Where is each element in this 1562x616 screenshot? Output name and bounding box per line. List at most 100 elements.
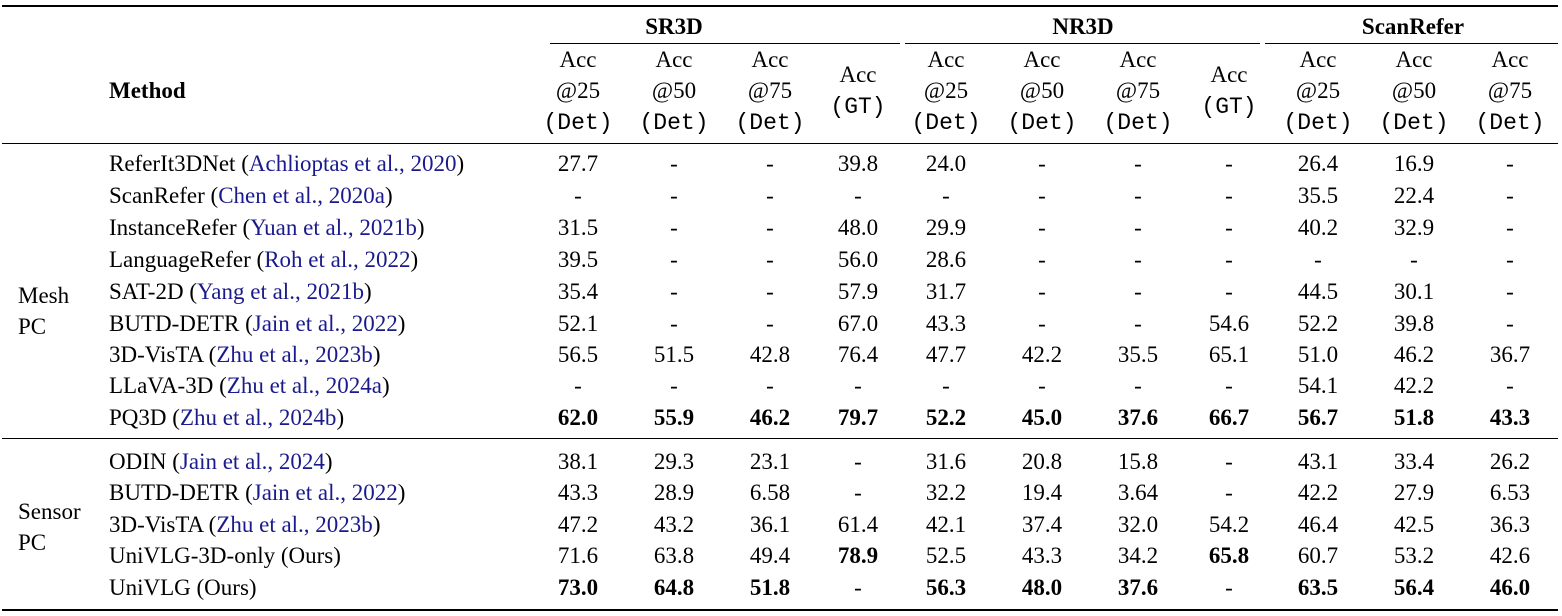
method-name: BUTD-DETR xyxy=(109,311,240,336)
method-cell: InstanceRefer (Yuan et al., 2021b) xyxy=(109,215,425,240)
column-header-line2: @25 xyxy=(923,78,969,103)
column-header-line1: Acc xyxy=(1395,47,1433,72)
method-name: PQ3D xyxy=(109,405,167,430)
column-header-line3: (Det) xyxy=(1007,110,1077,136)
value-cell: 29.3 xyxy=(653,449,695,474)
citation-link[interactable]: Zhu et al., 2023b xyxy=(216,342,373,367)
value-cell: 35.5 xyxy=(1117,342,1159,367)
method-cell: 3D-VisTA (Zhu et al., 2023b) xyxy=(109,342,381,367)
value-cell: 27.7 xyxy=(557,151,599,176)
value-cell: - xyxy=(574,183,582,208)
citation-link[interactable]: Chen et al., 2020a xyxy=(218,183,385,208)
method-cell: PQ3D (Zhu et al., 2024b) xyxy=(109,405,345,430)
value-cell: 26.2 xyxy=(1489,449,1531,474)
value-cell: 29.9 xyxy=(925,215,967,240)
method-name: UniVLG-3D-only (Ours) xyxy=(109,543,341,568)
value-cell: 3.64 xyxy=(1117,480,1159,505)
value-cell: 37.4 xyxy=(1021,512,1063,537)
method-name: UniVLG (Ours) xyxy=(109,575,257,600)
value-cell: 15.8 xyxy=(1117,449,1159,474)
citation-link[interactable]: Roh et al., 2022 xyxy=(264,247,411,272)
value-cell: 45.0 xyxy=(1021,405,1063,430)
method-name: SAT-2D xyxy=(109,279,184,304)
value-cell: - xyxy=(1134,215,1142,240)
method-cell: 3D-VisTA (Zhu et al., 2023b) xyxy=(109,512,381,537)
column-header-line2: @50 xyxy=(1391,78,1437,103)
value-cell: 63.8 xyxy=(653,543,695,568)
value-cell: 43.3 xyxy=(1489,405,1531,430)
value-cell: 43.1 xyxy=(1297,449,1339,474)
value-cell: - xyxy=(1410,247,1418,272)
value-cell: - xyxy=(854,183,862,208)
bottom-rule xyxy=(2,609,1558,611)
value-cell: 51.5 xyxy=(653,342,695,367)
method-cell: LanguageRefer (Roh et al., 2022) xyxy=(109,247,419,272)
citation-link[interactable]: Zhu et al., 2024b xyxy=(179,405,337,430)
section-label: Sensor PC xyxy=(18,496,81,558)
value-cell: - xyxy=(1038,215,1046,240)
value-cell: 57.9 xyxy=(837,279,879,304)
value-cell: 61.4 xyxy=(837,512,879,537)
value-cell: 42.2 xyxy=(1021,342,1063,367)
value-cell: 32.0 xyxy=(1117,512,1159,537)
method-name: InstanceRefer xyxy=(109,215,237,240)
value-cell: 56.4 xyxy=(1393,575,1435,600)
value-cell: 79.7 xyxy=(837,405,879,430)
value-cell: 60.7 xyxy=(1297,543,1339,568)
value-cell: 42.6 xyxy=(1489,543,1531,568)
value-cell: 51.8 xyxy=(1393,405,1435,430)
citation-link[interactable]: Zhu et al., 2024a xyxy=(226,373,382,398)
value-cell: - xyxy=(942,373,950,398)
column-header-line3: (Det) xyxy=(639,110,709,136)
value-cell: - xyxy=(670,247,678,272)
value-cell: 51.0 xyxy=(1297,342,1339,367)
value-cell: 22.4 xyxy=(1393,183,1435,208)
value-cell: 62.0 xyxy=(557,405,599,430)
column-header-line3: (Det) xyxy=(1379,110,1449,136)
citation-link[interactable]: Jain et al., 2022 xyxy=(252,480,398,505)
value-cell: 37.6 xyxy=(1117,575,1159,600)
citation-link[interactable]: Jain et al., 2024 xyxy=(179,449,325,474)
citation-link[interactable]: Yang et al., 2021b xyxy=(196,279,364,304)
group-underline-scanrefer xyxy=(1265,43,1558,44)
method-name: ReferIt3DNet xyxy=(109,151,236,176)
method-cell: ReferIt3DNet (Achlioptas et al., 2020) xyxy=(109,151,465,176)
value-cell: - xyxy=(766,311,774,336)
method-cell: ScanRefer (Chen et al., 2020a) xyxy=(109,183,393,208)
value-cell: - xyxy=(1225,480,1233,505)
value-cell: 48.0 xyxy=(837,215,879,240)
value-cell: 24.0 xyxy=(925,151,967,176)
value-cell: 46.4 xyxy=(1297,512,1339,537)
method-cell: SAT-2D (Yang et al., 2021b) xyxy=(109,279,372,304)
value-cell: 56.5 xyxy=(557,342,599,367)
column-header-line2: (GT) xyxy=(830,94,886,120)
method-cell: UniVLG-3D-only (Ours) xyxy=(109,543,341,569)
value-cell: - xyxy=(1038,183,1046,208)
value-cell: 54.6 xyxy=(1208,311,1250,336)
citation-link[interactable]: Yuan et al., 2021b xyxy=(250,215,417,240)
value-cell: 42.5 xyxy=(1393,512,1435,537)
value-cell: - xyxy=(766,279,774,304)
citation-link[interactable]: Jain et al., 2022 xyxy=(252,311,398,336)
value-cell: - xyxy=(854,575,862,600)
citation-link[interactable]: Zhu et al., 2023b xyxy=(216,512,373,537)
value-cell: 54.1 xyxy=(1297,373,1339,398)
value-cell: 55.9 xyxy=(653,405,695,430)
value-cell: - xyxy=(1134,373,1142,398)
section-label-line: PC xyxy=(18,530,47,555)
column-header-line1: Acc xyxy=(1119,47,1157,72)
value-cell: 23.1 xyxy=(749,449,791,474)
column-header-line1: Acc xyxy=(751,47,789,72)
column-header-line3: (Det) xyxy=(911,110,981,136)
value-cell: - xyxy=(854,480,862,505)
value-cell: - xyxy=(1225,279,1233,304)
value-cell: 52.5 xyxy=(925,543,967,568)
value-cell: 46.2 xyxy=(749,405,791,430)
value-cell: - xyxy=(1134,151,1142,176)
column-header-line2: @75 xyxy=(1115,78,1161,103)
method-cell: BUTD-DETR (Jain et al., 2022) xyxy=(109,480,406,505)
value-cell: - xyxy=(1506,215,1514,240)
value-cell: 56.7 xyxy=(1297,405,1339,430)
citation-link[interactable]: Achlioptas et al., 2020 xyxy=(248,151,457,176)
value-cell: - xyxy=(1506,279,1514,304)
